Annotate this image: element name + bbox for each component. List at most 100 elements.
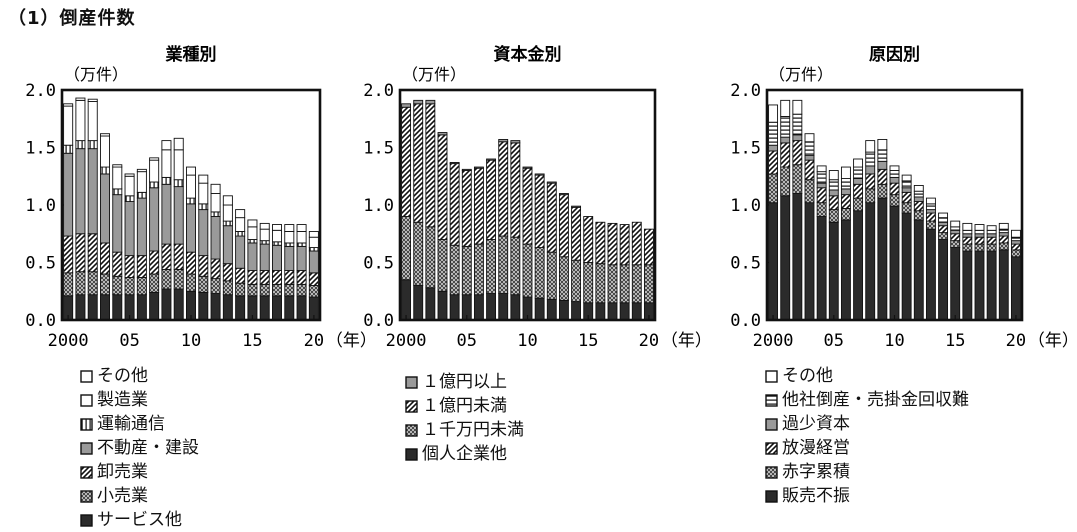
bar-2000-segment-4 bbox=[63, 144, 74, 154]
bar-2004-segment-3 bbox=[449, 161, 460, 165]
bar-2017-segment-5 bbox=[974, 224, 985, 231]
bar-2007-segment-1 bbox=[486, 239, 497, 294]
bar-2004-segment-4 bbox=[816, 171, 827, 184]
bar-2016-segment-4 bbox=[259, 240, 270, 245]
bar-2015-segment-1 bbox=[583, 262, 594, 304]
bar-2001-segment-0 bbox=[780, 195, 791, 321]
x-tick-label: 10 bbox=[181, 331, 201, 351]
legend-label: サービス他 bbox=[97, 510, 182, 530]
bar-2015-segment-1 bbox=[247, 283, 258, 297]
bar-2012-segment-5 bbox=[913, 184, 924, 192]
bar-2010-segment-2 bbox=[522, 167, 533, 245]
x-tick-label: 20 bbox=[1006, 331, 1026, 351]
bar-2018-segment-1 bbox=[619, 264, 630, 304]
bar-2013-segment-3 bbox=[558, 193, 569, 196]
legend-item: 不動産・建設 bbox=[80, 436, 199, 460]
chart-1: 資本金別 （万件） 0.0 0.5 1.0 1.5 2.0 2000 05 10 15 20 （年） bbox=[363, 44, 712, 351]
bar-2011-segment-0 bbox=[198, 291, 209, 321]
y-axis-unit-label: （万件） bbox=[402, 65, 466, 84]
bar-2016-segment-2 bbox=[595, 221, 606, 265]
bar-2016-segment-4 bbox=[962, 229, 973, 235]
x-tick-label: 2000 bbox=[386, 331, 427, 351]
bar-2015-segment-4 bbox=[950, 226, 961, 231]
bar-2008-segment-2 bbox=[498, 141, 509, 237]
bar-2006-segment-1 bbox=[473, 243, 484, 296]
bar-2013-segment-6 bbox=[222, 195, 233, 206]
bar-2013-segment-4 bbox=[222, 220, 233, 227]
bar-2009-segment-5 bbox=[173, 149, 184, 181]
legend-swatch bbox=[765, 441, 778, 455]
bar-2003-segment-6 bbox=[100, 133, 110, 137]
bar-2009-segment-1 bbox=[173, 268, 184, 290]
bar-2011-segment-1 bbox=[534, 247, 545, 299]
y-tick-label: 2.0 bbox=[25, 81, 56, 101]
bar-2016-segment-1 bbox=[962, 243, 973, 252]
bar-2006-segment-0 bbox=[136, 294, 147, 321]
bar-2006-segment-5 bbox=[840, 166, 851, 180]
bar-2016-segment-0 bbox=[259, 295, 270, 321]
bar-2006-segment-2 bbox=[136, 255, 147, 278]
chart-title: 資本金別 bbox=[494, 44, 562, 65]
legend-item: 過少資本 bbox=[765, 412, 969, 436]
legend-swatch bbox=[765, 369, 778, 383]
bar-2016-segment-5 bbox=[259, 228, 270, 242]
bar-2017-segment-1 bbox=[607, 264, 618, 304]
bar-2010-segment-2 bbox=[889, 182, 900, 196]
bar-2018-segment-0 bbox=[284, 295, 295, 321]
bar-2013-segment-5 bbox=[222, 204, 233, 222]
bar-2006-segment-0 bbox=[473, 294, 484, 321]
bar-2005-segment-4 bbox=[124, 195, 135, 203]
bar-2020-segment-4 bbox=[1010, 236, 1021, 242]
y-tick-label: 2.0 bbox=[363, 81, 394, 101]
bar-2008-segment-1 bbox=[865, 188, 876, 204]
bar-2004-segment-4 bbox=[112, 188, 123, 196]
legend-item: その他 bbox=[80, 364, 199, 388]
bar-2004-segment-3 bbox=[112, 194, 123, 253]
bar-2005-segment-2 bbox=[461, 170, 472, 247]
bar-2010-segment-3 bbox=[889, 176, 900, 184]
legend-item: サービス他 bbox=[80, 508, 199, 532]
bar-2017-segment-1 bbox=[272, 283, 282, 297]
bar-2008-segment-4 bbox=[161, 176, 172, 185]
bar-2002-segment-3 bbox=[425, 99, 436, 105]
bar-2009-segment-3 bbox=[173, 186, 184, 245]
bar-2019-segment-1 bbox=[631, 264, 642, 304]
bar-2019-segment-3 bbox=[998, 232, 1009, 237]
bar-2016-segment-3 bbox=[962, 233, 973, 238]
bar-2010-segment-2 bbox=[186, 251, 196, 275]
bar-2019-segment-0 bbox=[631, 302, 642, 321]
y-tick-label: 0.5 bbox=[25, 254, 56, 274]
bar-2019-segment-4 bbox=[296, 242, 307, 247]
bar-2004-segment-6 bbox=[112, 164, 123, 168]
legend-swatch bbox=[765, 465, 778, 479]
legend-label: １億円未満 bbox=[422, 396, 507, 416]
bar-2018-segment-0 bbox=[986, 250, 997, 321]
bar-2001-segment-5 bbox=[780, 99, 791, 117]
bar-2008-segment-0 bbox=[865, 202, 876, 321]
legend-swatch bbox=[405, 423, 418, 437]
legend-item: 販売不振 bbox=[765, 484, 969, 508]
bar-2018-segment-2 bbox=[284, 270, 295, 285]
bar-2003-segment-5 bbox=[100, 135, 110, 168]
bar-2014-segment-1 bbox=[571, 259, 582, 303]
bar-2007-segment-2 bbox=[853, 183, 864, 199]
bar-2012-segment-4 bbox=[210, 211, 221, 217]
bar-2003-segment-4 bbox=[100, 166, 110, 175]
bar-2001-segment-4 bbox=[75, 140, 86, 150]
bar-2013-segment-3 bbox=[222, 225, 233, 265]
y-tick-label: 0.0 bbox=[363, 311, 394, 331]
bar-2008-segment-3 bbox=[161, 183, 172, 245]
bar-2015-segment-2 bbox=[583, 216, 594, 263]
chart-title: 業種別 bbox=[166, 44, 217, 65]
bar-2020-segment-1 bbox=[643, 264, 654, 304]
bar-2004-segment-2 bbox=[816, 187, 827, 204]
bar-2003-segment-4 bbox=[804, 141, 815, 157]
bar-2013-segment-2 bbox=[222, 263, 233, 282]
bar-2012-segment-5 bbox=[210, 193, 221, 213]
legend-item: １億円未満 bbox=[405, 394, 524, 418]
bar-2001-segment-2 bbox=[75, 233, 86, 273]
bar-2011-segment-2 bbox=[901, 191, 912, 204]
bar-2009-segment-2 bbox=[173, 243, 184, 270]
bar-2012-segment-1 bbox=[210, 278, 221, 295]
